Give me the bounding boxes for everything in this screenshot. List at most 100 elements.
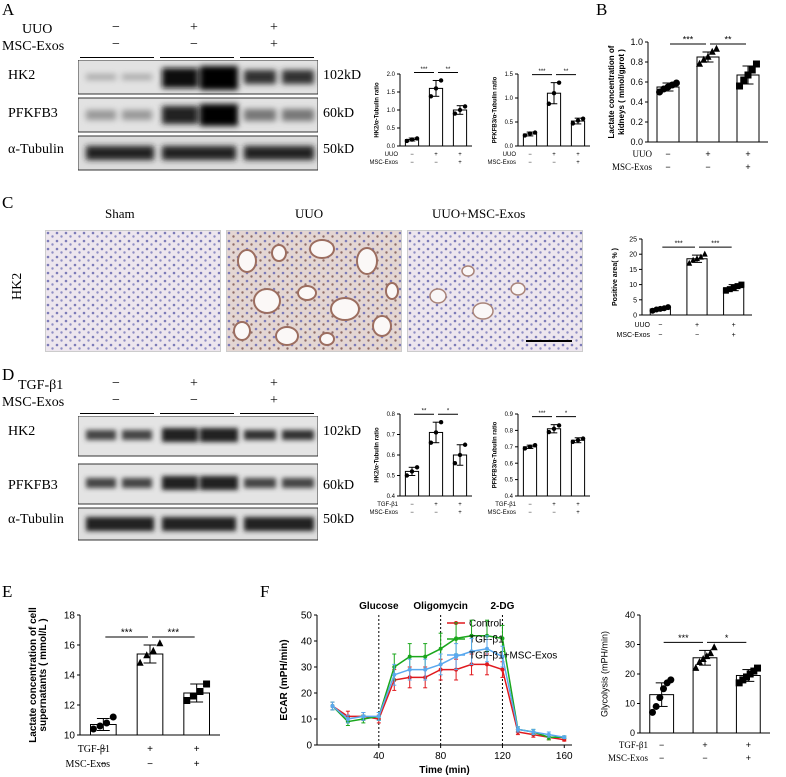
factor-sign: −	[705, 162, 710, 172]
factor-label: TGF-β1	[377, 502, 398, 508]
y-tick-label: 0.8	[505, 429, 514, 435]
factor-sign: +	[732, 322, 736, 329]
data-point	[562, 735, 567, 740]
factor-sign: −	[552, 510, 556, 516]
y-tick-label: 0.7	[387, 433, 396, 439]
data-point	[409, 469, 415, 474]
significance-label: ***	[167, 628, 179, 639]
data-point	[532, 442, 538, 448]
y-axis-label: HK2/α-Tubulin ratio	[374, 82, 380, 138]
x-tick-label: 120	[494, 751, 511, 762]
data-point	[527, 444, 533, 449]
factor-sign: +	[458, 160, 462, 166]
factor-label-msc-exos: MSC-Exos	[2, 395, 65, 410]
factor-sign: −	[410, 152, 414, 158]
chart-b: 0.0 0.2 0.4 0.6 0.8 1.0 Lactate concentration …	[607, 35, 768, 172]
data-point	[744, 71, 752, 79]
y-tick-label: 0.8	[630, 57, 643, 67]
y-tick-label: 30	[301, 663, 313, 674]
factor-sign: +	[434, 502, 438, 508]
data-point	[710, 643, 718, 651]
data-point	[686, 259, 693, 266]
sign: +	[270, 20, 278, 35]
y-tick-label: 0.5	[387, 126, 396, 132]
group-line	[240, 57, 314, 58]
factor-sign: +	[147, 744, 153, 755]
band-label-hk2: HK2	[8, 68, 36, 83]
y-axis-label: Positive area( % )	[612, 248, 619, 306]
data-point	[532, 130, 538, 135]
data-point	[376, 714, 381, 719]
factor-sign: −	[658, 332, 662, 339]
size-label: 102kD	[323, 424, 362, 439]
x-tick-label: 80	[435, 751, 447, 762]
sign: +	[190, 20, 198, 35]
y-tick-label: 20	[301, 689, 313, 700]
data-point	[500, 654, 505, 659]
data-point	[580, 436, 586, 441]
factor-sign: +	[746, 753, 751, 763]
data-point	[660, 685, 668, 693]
significance-label: *	[447, 409, 450, 415]
data-point	[742, 673, 750, 681]
ihc-image-sham	[45, 230, 221, 352]
sign: +	[270, 393, 278, 408]
data-point	[522, 133, 528, 138]
bar	[522, 446, 538, 497]
factor-label: TGF-β1	[495, 502, 516, 508]
data-point	[648, 708, 656, 716]
factor-sign: −	[528, 510, 532, 516]
group-line	[160, 57, 234, 58]
data-point	[428, 94, 434, 99]
y-tick-label: 0.5	[387, 474, 396, 480]
band-label-tubulin: α-Tubulin	[8, 142, 64, 157]
y-tick-label: 0.6	[387, 453, 396, 459]
data-point	[407, 654, 412, 659]
y-tick-label: 10	[625, 699, 635, 709]
panel-label-a: A	[2, 0, 15, 19]
western-blot-a: UUO MSC-Exos − + + − − + HK2 PFKFB3 α-Tu…	[0, 14, 370, 174]
data-point	[652, 702, 660, 710]
data-point	[546, 101, 552, 106]
factor-sign: −	[665, 162, 670, 172]
data-point	[694, 255, 700, 262]
data-point	[485, 662, 489, 667]
data-point	[738, 281, 745, 288]
factor-label: TGF-β1	[619, 740, 648, 750]
factor-sign: +	[552, 502, 556, 508]
data-point	[656, 694, 664, 702]
data-point	[462, 104, 468, 109]
factor-label: MSC-Exos	[370, 160, 398, 166]
y-tick-label: 0.8	[387, 412, 396, 418]
data-point	[330, 704, 335, 708]
factor-sign: +	[695, 322, 699, 329]
factor-sign: +	[745, 162, 750, 172]
y-tick-label: 40	[301, 637, 313, 648]
chart-c: 0 5 10 15 20 25 Positive area( % ) *** *** UUO − + +…	[612, 236, 752, 339]
y-tick-label: 0.6	[630, 77, 643, 87]
data-point	[500, 667, 505, 672]
significance-label: **	[724, 35, 732, 45]
y-tick-label: 2.0	[387, 72, 396, 78]
y-tick-label: 20	[625, 669, 635, 679]
data-point	[712, 44, 720, 52]
y-tick-label: 0	[630, 728, 635, 738]
y-tick-label: 0.9	[505, 412, 514, 418]
data-point	[89, 725, 97, 733]
factor-sign: +	[576, 510, 580, 516]
data-point	[203, 680, 211, 688]
factor-sign: −	[528, 502, 532, 508]
data-point	[423, 654, 428, 659]
data-point	[746, 670, 754, 678]
factor-label: UUO	[503, 152, 517, 158]
bar	[570, 439, 586, 497]
data-point	[183, 697, 191, 704]
sign: −	[190, 393, 198, 408]
panel-label-e: E	[2, 582, 13, 601]
size-label: 50kD	[323, 512, 355, 527]
y-tick-label: 0.2	[630, 117, 643, 127]
data-point	[428, 440, 434, 445]
factor-label: UUO	[385, 152, 399, 158]
